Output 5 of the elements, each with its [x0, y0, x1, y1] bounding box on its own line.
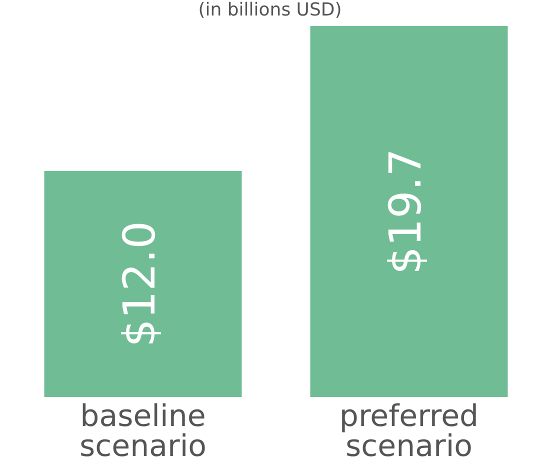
x-tick-label: preferred scenario	[339, 398, 479, 464]
data-label: $19.7	[380, 148, 432, 274]
chart-subtitle: (in billions USD)	[198, 0, 342, 21]
x-tick-label: baseline scenario	[79, 398, 207, 464]
data-label: $12.0	[114, 221, 166, 347]
